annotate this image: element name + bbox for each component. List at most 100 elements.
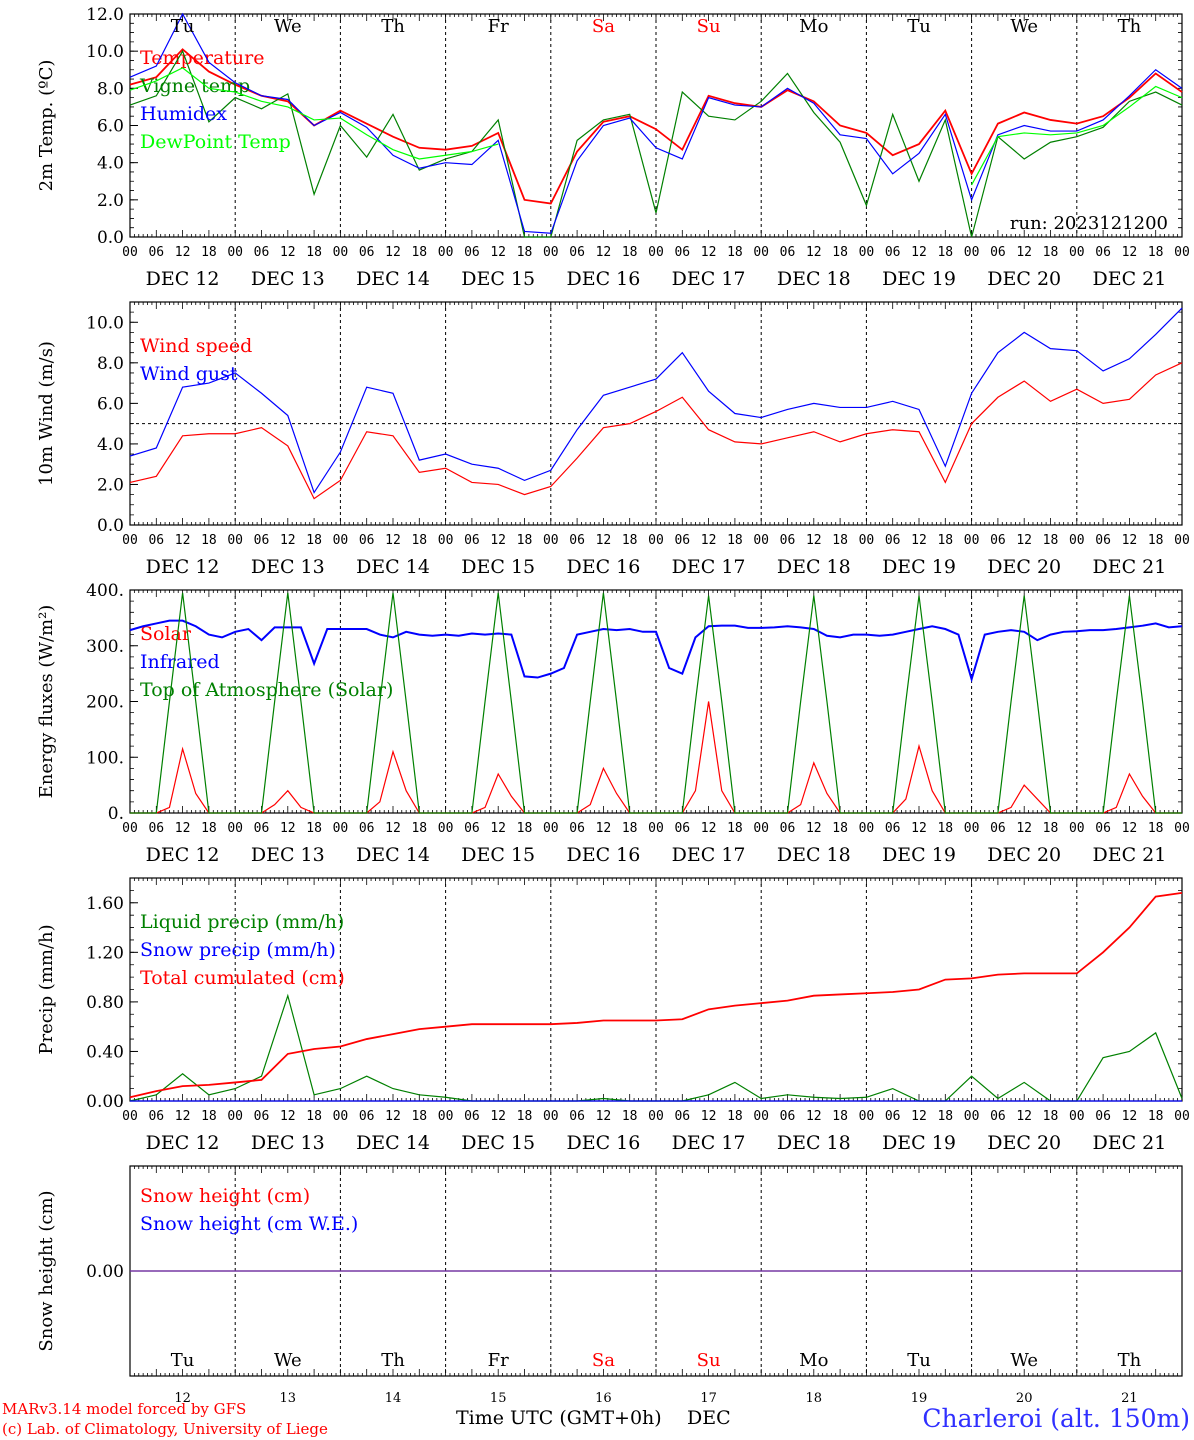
hour-label: 18 xyxy=(411,533,427,548)
series-line-1 xyxy=(129,48,1183,205)
hour-label: 18 xyxy=(306,821,322,836)
x-axis-month: DEC xyxy=(687,1407,731,1429)
day-label: Fr xyxy=(488,1350,509,1371)
day-label: Sa xyxy=(592,1350,615,1371)
hour-label: 18 xyxy=(622,821,638,836)
day-label: Th xyxy=(1118,16,1142,37)
series-line-3 xyxy=(129,12,1183,234)
date-label: DEC 15 xyxy=(461,268,535,290)
legend-entry: Wind gust xyxy=(140,363,238,385)
day-number: 17 xyxy=(700,1391,717,1406)
hour-label: 06 xyxy=(780,245,796,260)
hour-label: 18 xyxy=(1043,1109,1059,1124)
hour-label: 06 xyxy=(1095,533,1111,548)
hour-label: 06 xyxy=(464,1109,480,1124)
hour-label: 00 xyxy=(859,821,875,836)
panel-3: 0. 100. 200. 300. 400. Solar Infrared Top of At… xyxy=(36,581,1190,866)
day-number: 21 xyxy=(1121,1391,1138,1406)
hour-label: 12 xyxy=(1122,821,1138,836)
legend-entry: Snow height (cm W.E.) xyxy=(140,1213,358,1235)
hour-label: 18 xyxy=(517,533,533,548)
day-label: We xyxy=(1010,1350,1038,1371)
date-label: DEC 18 xyxy=(777,844,851,866)
hour-label: 00 xyxy=(964,245,980,260)
series-line-3 xyxy=(130,592,1182,814)
run-annotation: run: 2023121200 xyxy=(1010,213,1168,234)
hour-label: 12 xyxy=(1122,533,1138,548)
y-tick-label: 2.0 xyxy=(97,191,124,211)
day-label: Tu xyxy=(171,16,195,37)
hour-label: 00 xyxy=(1174,821,1190,836)
y-tick-label: 0. xyxy=(108,804,124,824)
hour-label: 12 xyxy=(175,1109,191,1124)
hour-label: 12 xyxy=(701,245,717,260)
hour-label: 00 xyxy=(648,533,664,548)
date-label: DEC 15 xyxy=(461,556,535,578)
date-label: DEC 19 xyxy=(882,844,956,866)
hour-label: 12 xyxy=(1016,533,1032,548)
hour-label: 00 xyxy=(227,245,243,260)
hour-label: 12 xyxy=(280,1109,296,1124)
hour-label: 18 xyxy=(727,245,743,260)
series-line-4 xyxy=(129,67,1183,186)
hour-label: 06 xyxy=(1095,821,1111,836)
date-label: DEC 13 xyxy=(251,556,325,578)
date-label: DEC 21 xyxy=(1092,844,1166,866)
hour-label: 00 xyxy=(333,533,349,548)
hour-label: 18 xyxy=(306,533,322,548)
hour-label: 00 xyxy=(543,1109,559,1124)
hour-label: 06 xyxy=(148,821,164,836)
y-tick-label: 10.0 xyxy=(86,42,124,62)
hour-label: 06 xyxy=(569,821,585,836)
hour-label: 18 xyxy=(937,245,953,260)
date-label: DEC 19 xyxy=(882,268,956,290)
date-label: DEC 16 xyxy=(566,1132,640,1154)
hour-label: 06 xyxy=(885,821,901,836)
date-label: DEC 20 xyxy=(987,556,1061,578)
hour-label: 12 xyxy=(280,533,296,548)
y-tick-label: 0.0 xyxy=(97,516,124,536)
day-number: 12 xyxy=(174,1391,191,1406)
hour-label: 06 xyxy=(148,533,164,548)
date-label: DEC 14 xyxy=(356,556,430,578)
hour-label: 18 xyxy=(937,821,953,836)
hour-label: 00 xyxy=(1174,1109,1190,1124)
axis-frame xyxy=(129,301,1183,526)
hour-label: 00 xyxy=(438,245,454,260)
y-tick-label: 1.60 xyxy=(86,894,124,914)
hour-label: 00 xyxy=(859,245,875,260)
date-label: DEC 12 xyxy=(146,556,220,578)
y-tick-label: 2.0 xyxy=(97,475,124,495)
hour-label: 06 xyxy=(254,533,270,548)
date-label: DEC 17 xyxy=(672,844,746,866)
date-label: DEC 19 xyxy=(882,556,956,578)
hour-label: 18 xyxy=(411,821,427,836)
hour-label: 18 xyxy=(727,821,743,836)
hour-label: 12 xyxy=(490,1109,506,1124)
hour-label: 00 xyxy=(859,1109,875,1124)
y-axis-label: 2m Temp. (ºC) xyxy=(36,60,57,192)
hour-label: 00 xyxy=(648,245,664,260)
date-label: DEC 17 xyxy=(672,1132,746,1154)
axis-frame xyxy=(129,13,1183,238)
hour-label: 00 xyxy=(1069,821,1085,836)
hour-label: 06 xyxy=(885,1109,901,1124)
hour-label: 00 xyxy=(122,245,138,260)
hour-label: 06 xyxy=(990,533,1006,548)
series-line-1 xyxy=(129,362,1183,500)
hour-label: 12 xyxy=(806,533,822,548)
y-tick-label: 4.0 xyxy=(97,435,124,455)
y-tick-label: 400. xyxy=(86,581,124,601)
day-label: We xyxy=(274,1350,302,1371)
legend-entry: Infrared xyxy=(140,651,220,673)
y-tick-label: 1.20 xyxy=(86,943,124,963)
day-label: Tu xyxy=(907,16,931,37)
hour-label: 06 xyxy=(359,821,375,836)
y-tick-label: 200. xyxy=(86,693,124,713)
hour-label: 00 xyxy=(964,821,980,836)
y-tick-label: 0.00 xyxy=(86,1092,124,1112)
hour-label: 00 xyxy=(227,821,243,836)
hour-label: 12 xyxy=(175,821,191,836)
y-tick-label: 0.40 xyxy=(86,1042,124,1062)
panel-4: 0.00 0.40 0.80 1.20 1.60 Liquid precip (mm/h)… xyxy=(36,877,1190,1154)
